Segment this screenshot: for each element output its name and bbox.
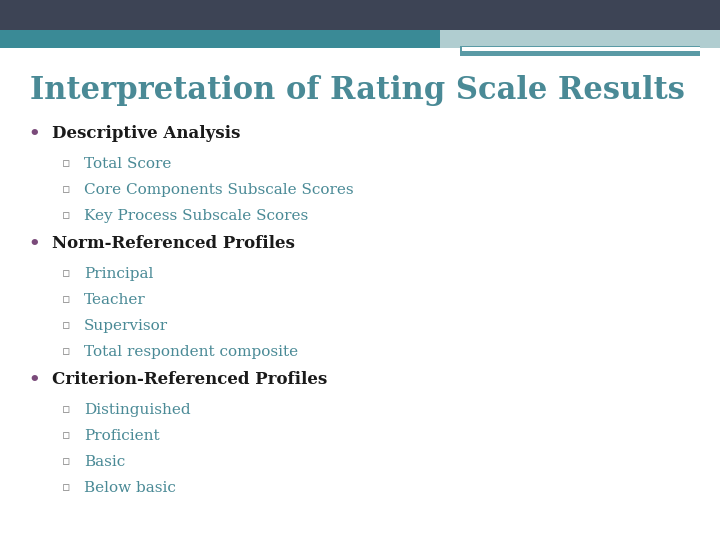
Text: Total Score: Total Score xyxy=(84,157,171,171)
Text: Below basic: Below basic xyxy=(84,481,176,495)
Text: Total respondent composite: Total respondent composite xyxy=(84,345,298,359)
Text: •: • xyxy=(28,235,40,253)
Bar xyxy=(0,0,720,30)
Text: Key Process Subscale Scores: Key Process Subscale Scores xyxy=(84,209,308,223)
Text: Proficient: Proficient xyxy=(84,429,160,443)
Bar xyxy=(440,30,720,48)
Text: ▫: ▫ xyxy=(62,319,71,332)
Bar xyxy=(0,30,720,48)
Text: ▫: ▫ xyxy=(62,481,71,494)
Bar xyxy=(460,46,700,56)
Bar xyxy=(462,47,700,51)
Text: Supervisor: Supervisor xyxy=(84,319,168,333)
Text: ▫: ▫ xyxy=(62,209,71,222)
Text: Descriptive Analysis: Descriptive Analysis xyxy=(52,125,240,142)
Text: ▫: ▫ xyxy=(62,183,71,196)
Text: ▫: ▫ xyxy=(62,403,71,416)
Text: Norm-Referenced Profiles: Norm-Referenced Profiles xyxy=(52,235,295,252)
Text: •: • xyxy=(28,125,40,143)
Text: ▫: ▫ xyxy=(62,293,71,306)
Text: Interpretation of Rating Scale Results: Interpretation of Rating Scale Results xyxy=(30,75,685,106)
Text: Basic: Basic xyxy=(84,455,125,469)
Text: ▫: ▫ xyxy=(62,429,71,442)
Text: ▫: ▫ xyxy=(62,345,71,358)
Text: Distinguished: Distinguished xyxy=(84,403,191,417)
Text: Teacher: Teacher xyxy=(84,293,145,307)
Text: ▫: ▫ xyxy=(62,267,71,280)
Text: •: • xyxy=(28,371,40,389)
Text: Core Components Subscale Scores: Core Components Subscale Scores xyxy=(84,183,354,197)
Text: ▫: ▫ xyxy=(62,157,71,170)
Text: Principal: Principal xyxy=(84,267,153,281)
Text: Criterion-Referenced Profiles: Criterion-Referenced Profiles xyxy=(52,371,328,388)
Text: ▫: ▫ xyxy=(62,455,71,468)
